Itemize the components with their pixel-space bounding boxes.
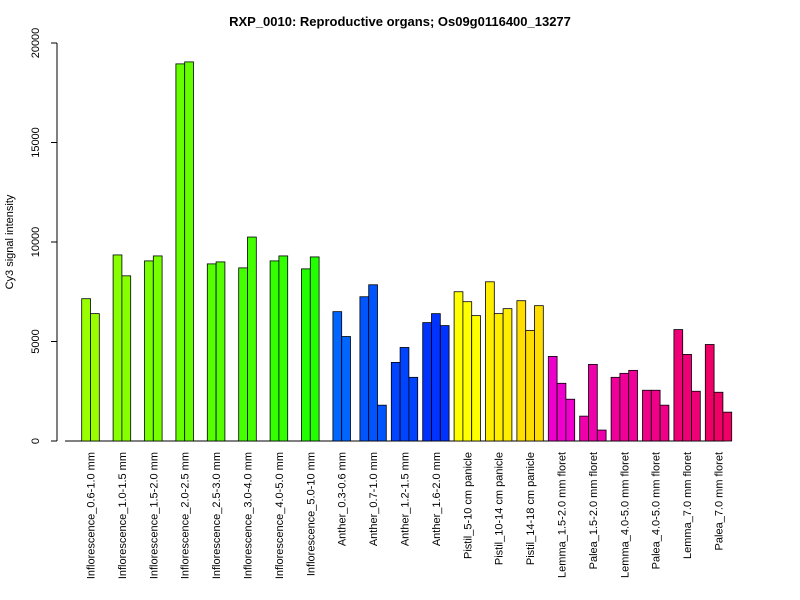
bar [90,313,100,442]
bar [588,363,598,442]
bar [390,361,401,442]
bar [610,376,621,442]
x-tick-label: Palea_4.0-5.0 mm floret [651,452,663,569]
bar [485,281,495,442]
bars [81,61,733,442]
x-tick-label: Inflorescence_4.0-5.0 mm [274,452,286,579]
bar [247,236,257,442]
bar [650,389,661,442]
bar [238,267,248,442]
bar [722,411,733,442]
y-axis-label: Cy3 signal intensity [4,194,16,289]
bar [332,311,343,442]
y-tick-label: 20000 [30,28,42,59]
bar [502,308,513,442]
bar [556,382,567,442]
bar [713,391,724,442]
x-tick-label: Lemma_4.0-5.0 mm floret [619,452,631,578]
chart-title: RXP_0010: Reproductive organs; Os09g0116… [229,14,571,29]
y-tick-label: 0 [30,438,42,444]
x-tick-label: Pistil_14-18 cm panicle [525,452,537,565]
bar [525,330,535,442]
bar [619,372,630,442]
bar [175,63,186,442]
y-tick-label: 5000 [30,329,42,353]
bar [642,389,652,442]
bar [579,415,589,442]
bar [659,404,670,442]
y-tick-label: 10000 [30,227,42,258]
x-tick-label: Lemma_1.5-2.0 mm floret [557,452,569,578]
x-tick-label: Inflorescence_1.5-2.0 mm [148,452,160,579]
bar [493,313,504,442]
bar [184,61,194,442]
bar [408,376,419,442]
bar [596,429,607,442]
bar [81,298,91,442]
bar [301,268,311,442]
x-tick-label: Anther_0.3-0.6 mm [337,452,349,546]
bar [269,260,280,442]
y-axis: 0 5000 10000 15000 20000 [30,28,58,444]
bar [112,254,123,442]
bar [471,315,481,442]
x-tick-label: Pistil_5-10 cm panicle [462,452,474,559]
x-tick-label: Inflorescence_1.0-1.5 mm [117,452,129,579]
bar [206,263,217,442]
bar [341,336,351,442]
bar [144,260,154,442]
x-tick-label: Palea_7.0 mm floret [714,452,726,550]
bar [359,296,370,442]
bar [215,261,226,442]
x-tick-label: Lemma_7.0 mm floret [682,452,694,559]
bar [439,325,450,442]
bar [152,255,163,442]
bar [628,369,638,442]
x-tick-label: Pistil_10-14 cm panicle [494,452,506,565]
x-tick-label: Inflorescence_0.6-1.0 mm [86,452,98,579]
bar [462,301,473,442]
x-tick-label: Anther_0.7-1.0 mm [368,452,380,546]
bar [399,347,410,442]
x-tick-label: Anther_1.6-2.0 mm [431,452,443,546]
bar [368,284,378,442]
y-tick-label: 15000 [30,127,42,158]
x-tick-label: Inflorescence_2.5-3.0 mm [211,452,223,579]
bar [534,305,544,442]
bar [278,255,289,442]
bar [121,275,132,442]
bar [422,322,432,442]
bar [704,344,715,442]
x-tick-label: Anther_1.2-1.5 mm [400,452,412,546]
x-tick-label: Palea_1.5-2.0 mm floret [588,452,600,569]
bar [565,398,576,442]
bar [377,404,387,442]
x-tick-label: Inflorescence_2.0-2.5 mm [180,452,192,579]
bar [673,329,684,442]
bar [309,256,320,442]
bar [431,313,441,442]
bar [691,390,701,442]
bar [547,356,558,442]
category-labels: Inflorescence_0.6-1.0 mm Inflorescence_1.… [86,452,726,579]
bar [516,300,527,442]
bar [682,354,692,442]
x-tick-label: Inflorescence_5.0-10 mm [305,452,317,576]
bar [453,291,464,442]
x-tick-label: Inflorescence_3.0-4.0 mm [243,452,255,579]
